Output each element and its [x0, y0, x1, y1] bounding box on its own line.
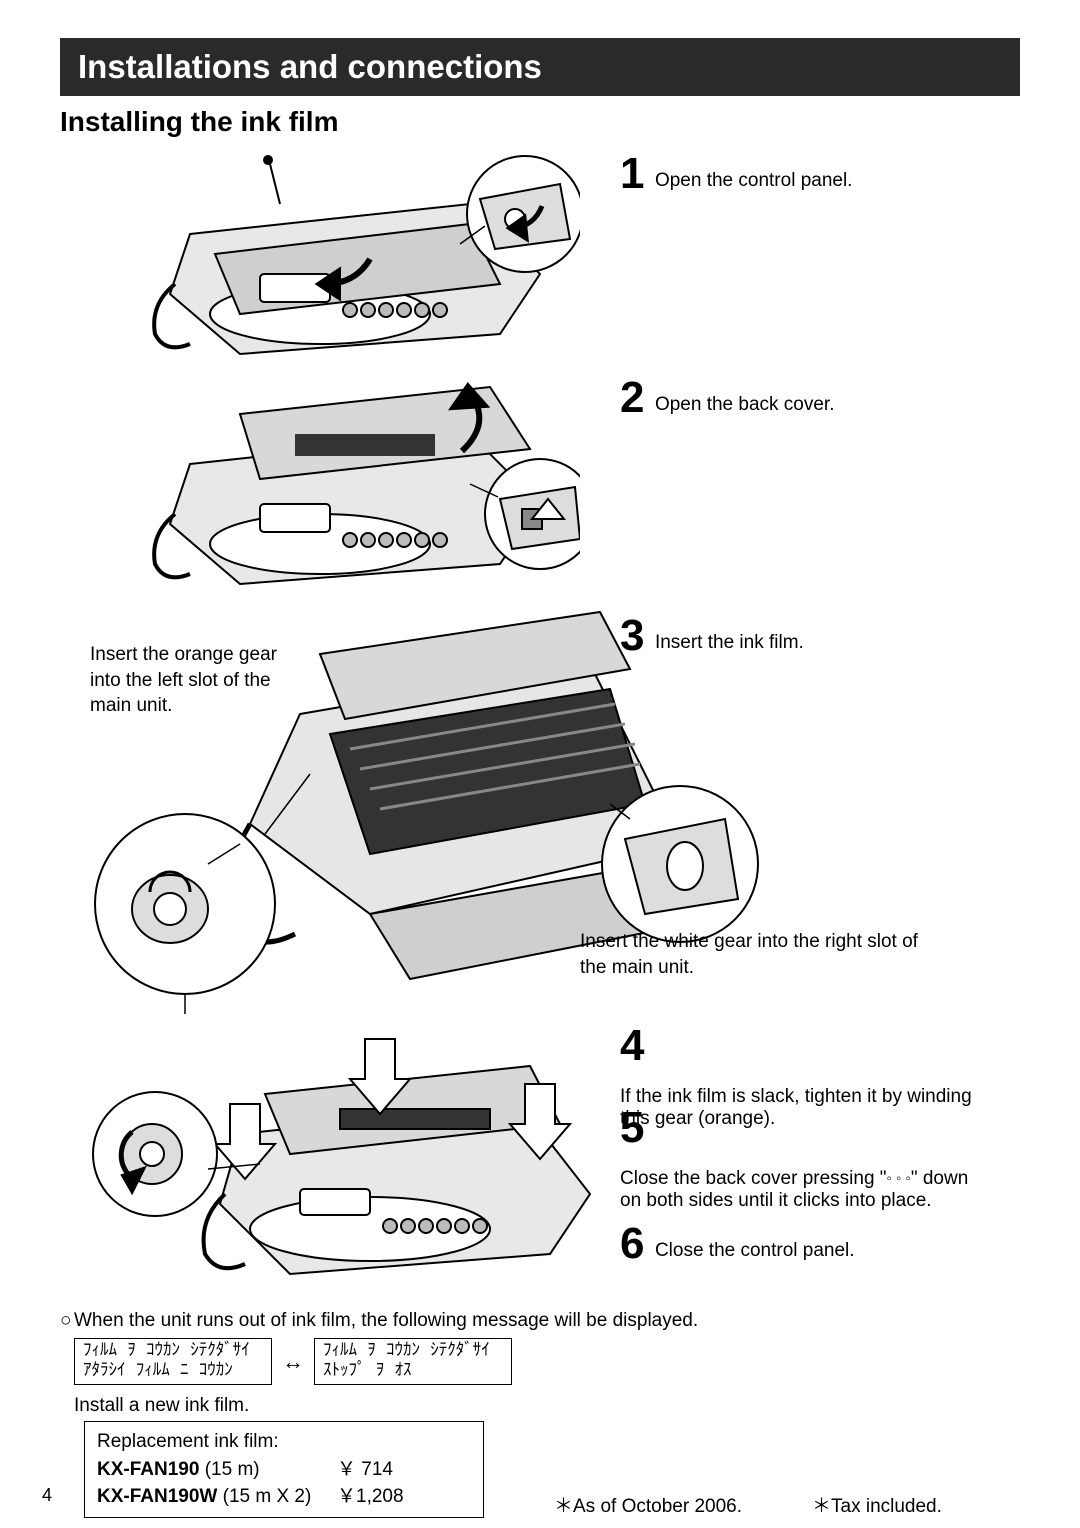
step-5: 5 Close the back cover pressing "◦ ◦ ◦" … — [620, 1106, 1020, 1212]
row2-model: KX-FAN190W — [97, 1486, 217, 1507]
step-2: 2 Open the back cover. — [620, 376, 835, 420]
step-2-number: 2 — [620, 376, 644, 420]
display-message-1: ﾌｨﾙﾑ ｦ ｺｳｶﾝ ｼﾃｸﾀﾞｻｲ ｱﾀﾗｼｲ ﾌｨﾙﾑ ﾆ ｺｳｶﾝ — [74, 1338, 272, 1385]
step-3-text: Insert the ink film. — [655, 614, 804, 654]
step-2-text: Open the back cover. — [655, 376, 835, 416]
step-5-text-before: Close the back cover pressing " — [620, 1168, 887, 1189]
illustration-area: 1 Open the control panel. — [60, 144, 1020, 1324]
footnote-intro: ○When the unit runs out of ink film, the… — [60, 1310, 1020, 1332]
step-5-text: Close the back cover pressing "◦ ◦ ◦" do… — [620, 1150, 990, 1212]
press-marks-icon: ◦ ◦ ◦ — [887, 1170, 911, 1187]
step-1-number: 1 — [620, 152, 644, 196]
step-3-number: 3 — [620, 614, 644, 658]
row2-price: ￥1,208 — [337, 1483, 404, 1511]
step-1: 1 Open the control panel. — [620, 152, 852, 196]
row1-size: (15 m) — [199, 1459, 259, 1480]
tax-note: ＊Tax included. — [812, 1491, 942, 1518]
step-5-number: 5 — [620, 1106, 644, 1150]
note-left-gear: Insert the orange gear into the left slo… — [90, 642, 290, 719]
footnote-area: ○When the unit runs out of ink film, the… — [60, 1310, 1020, 1518]
step-6: 6 Close the control panel. — [620, 1222, 855, 1266]
step-4-number: 4 — [620, 1024, 644, 1068]
row1-price: ￥ 714 — [337, 1456, 393, 1484]
footnote-intro-text: When the unit runs out of ink film, the … — [74, 1310, 698, 1331]
bullet-icon: ○ — [60, 1310, 74, 1332]
row1-model: KX-FAN190 — [97, 1459, 199, 1480]
page-number: 4 — [42, 1485, 52, 1506]
illustration-step-2 — [120, 369, 580, 604]
display-message-2: ﾌｨﾙﾑ ｦ ｺｳｶﾝ ｼﾃｸﾀﾞｻｲ ｽﾄｯﾌﾟ ｦ ｵｽ — [314, 1338, 512, 1385]
step-6-number: 6 — [620, 1222, 644, 1266]
replacement-box: Replacement ink film: KX-FAN190 (15 m) ￥… — [84, 1421, 484, 1518]
section-heading-bar: Installations and connections — [60, 38, 1020, 96]
note-right-gear: Insert the white gear into the right slo… — [580, 929, 940, 980]
msg1-line1: ﾌｨﾙﾑ ｦ ｺｳｶﾝ ｼﾃｸﾀﾞｻｲ — [83, 1340, 250, 1360]
display-messages-row: ﾌｨﾙﾑ ｦ ｺｳｶﾝ ｼﾃｸﾀﾞｻｲ ｱﾀﾗｼｲ ﾌｨﾙﾑ ﾆ ｺｳｶﾝ ↔ … — [74, 1338, 1020, 1385]
row2-size: (15 m X 2) — [217, 1486, 311, 1507]
replacement-row-2: KX-FAN190W (15 m X 2) ￥1,208 — [97, 1483, 471, 1511]
page-subtitle: Installing the ink film — [60, 106, 1020, 138]
step-1-text: Open the control panel. — [655, 152, 853, 192]
asof-note: ＊As of October 2006. — [554, 1491, 742, 1518]
msg2-line2: ｽﾄｯﾌﾟ ｦ ｵｽ — [323, 1360, 411, 1380]
step-6-text: Close the control panel. — [655, 1222, 855, 1262]
msg1-line2: ｱﾀﾗｼｲ ﾌｨﾙﾑ ﾆ ｺｳｶﾝ — [83, 1360, 233, 1380]
replacement-title: Replacement ink film: — [97, 1428, 471, 1456]
illustration-step-1 — [120, 144, 580, 374]
step-3: 3 Insert the ink film. — [620, 614, 804, 658]
replacement-row-1: KX-FAN190 (15 m) ￥ 714 — [97, 1456, 471, 1484]
install-new-text: Install a new ink film. — [74, 1395, 1020, 1417]
illustration-step-456 — [90, 1014, 610, 1304]
swap-icon: ↔ — [282, 1349, 304, 1375]
msg2-line1: ﾌｨﾙﾑ ｦ ｺｳｶﾝ ｼﾃｸﾀﾞｻｲ — [323, 1340, 490, 1360]
